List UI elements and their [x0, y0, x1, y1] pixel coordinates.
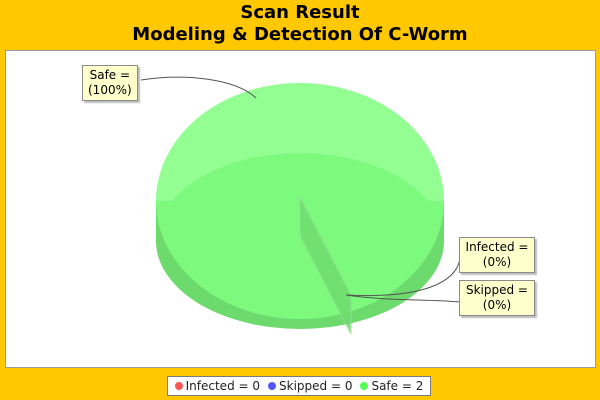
callout-skipped-line1: Skipped =	[465, 283, 528, 297]
pie-slice-zero-edge	[299, 196, 352, 335]
chart-legend: Infected = 0 Skipped = 0 Safe = 2	[167, 376, 431, 396]
chart-title: Scan Result Modeling & Detection Of C-Wo…	[0, 2, 600, 46]
leader-line-skipped	[345, 294, 461, 303]
legend-marker-infected	[174, 382, 183, 390]
callout-safe-line2: (100%)	[88, 83, 132, 97]
chart-title-line-2: Modeling & Detection Of C-Worm	[132, 24, 468, 45]
chart-title-line-1: Scan Result	[240, 2, 360, 23]
callout-infected: Infected = (0%)	[459, 237, 535, 273]
legend-item-safe: Safe = 2	[360, 379, 423, 393]
legend-label-skipped: Skipped = 0	[279, 379, 353, 393]
legend-marker-skipped	[268, 382, 276, 390]
callout-skipped: Skipped = (0%)	[459, 280, 535, 316]
callout-infected-line1: Infected =	[465, 240, 529, 254]
legend-item-infected: Infected = 0	[174, 379, 260, 393]
legend-label-safe: Safe = 2	[371, 379, 424, 393]
callout-skipped-line2: (0%)	[482, 298, 512, 312]
legend-item-skipped: Skipped = 0	[268, 379, 352, 393]
callout-safe-line1: Safe =	[89, 68, 131, 82]
callout-infected-line2: (0%)	[482, 255, 512, 269]
leader-line-infected	[345, 258, 461, 297]
pie-chart	[140, 76, 461, 335]
legend-marker-safe	[360, 382, 369, 390]
plot-area: Safe = (100%) Infected = (0%) Skipped = …	[5, 50, 596, 368]
callout-safe: Safe = (100%)	[82, 65, 138, 101]
legend-label-infected: Infected = 0	[185, 379, 260, 393]
leader-line-safe	[140, 76, 257, 99]
